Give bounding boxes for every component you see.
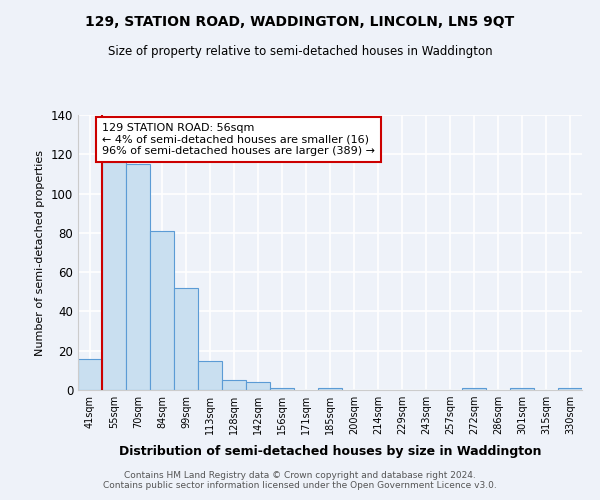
Y-axis label: Number of semi-detached properties: Number of semi-detached properties [35, 150, 45, 356]
Bar [222, 380, 246, 390]
Text: Contains HM Land Registry data © Crown copyright and database right 2024.
Contai: Contains HM Land Registry data © Crown c… [103, 470, 497, 490]
Text: Size of property relative to semi-detached houses in Waddington: Size of property relative to semi-detach… [107, 45, 493, 58]
Bar [510, 388, 534, 390]
Bar [270, 388, 294, 390]
Bar [150, 231, 174, 390]
Text: 129, STATION ROAD, WADDINGTON, LINCOLN, LN5 9QT: 129, STATION ROAD, WADDINGTON, LINCOLN, … [85, 15, 515, 29]
Bar [198, 360, 222, 390]
Bar [126, 164, 150, 390]
Bar [318, 388, 342, 390]
Bar [174, 288, 198, 390]
Bar [246, 382, 270, 390]
Text: 129 STATION ROAD: 56sqm
← 4% of semi-detached houses are smaller (16)
96% of sem: 129 STATION ROAD: 56sqm ← 4% of semi-det… [102, 123, 375, 156]
Bar [102, 162, 126, 390]
X-axis label: Distribution of semi-detached houses by size in Waddington: Distribution of semi-detached houses by … [119, 446, 541, 458]
Bar [78, 358, 102, 390]
Bar [558, 388, 582, 390]
Bar [462, 388, 486, 390]
